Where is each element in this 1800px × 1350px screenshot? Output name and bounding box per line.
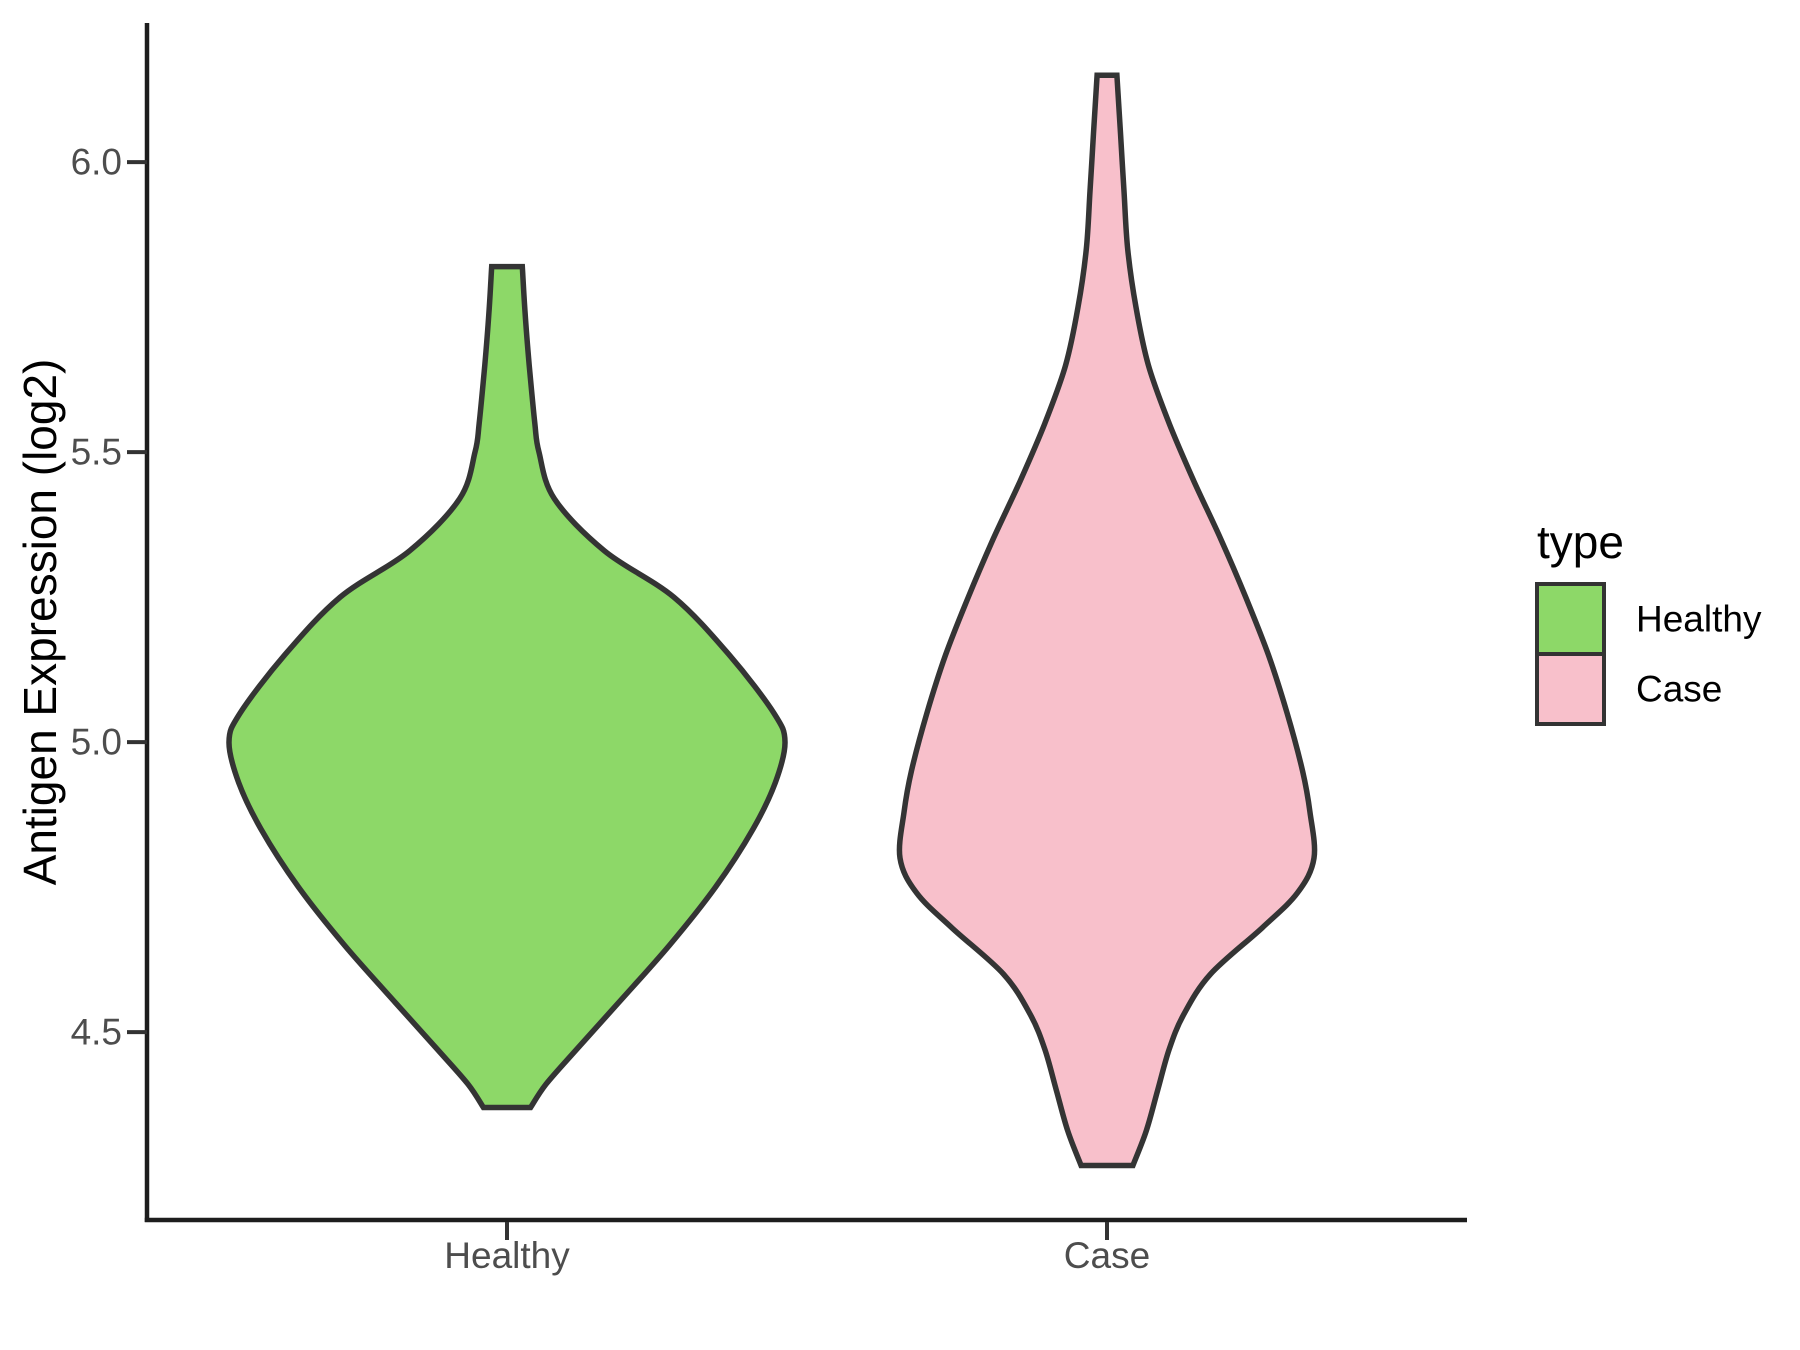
legend: type Healthy Case bbox=[1535, 516, 1762, 726]
y-axis-title: Antigen Expression (log2) bbox=[14, 359, 66, 886]
legend-key-case bbox=[1535, 652, 1606, 726]
y-tick-label: 4.5 bbox=[71, 1012, 122, 1053]
legend-label-case: Case bbox=[1636, 669, 1722, 710]
y-tick-label: 5.5 bbox=[71, 432, 122, 473]
legend-title: type bbox=[1537, 516, 1624, 568]
x-category-label-case: Case bbox=[1064, 1235, 1150, 1276]
violins-group bbox=[226, 72, 1318, 1169]
legend-key-healthy bbox=[1535, 582, 1606, 656]
x-ticks-group: Healthy Case bbox=[444, 1222, 1150, 1276]
y-ticks-group: 6.0 5.5 5.0 4.5 bbox=[71, 142, 147, 1053]
violin-healthy bbox=[226, 263, 788, 1111]
violin-case bbox=[896, 72, 1318, 1169]
legend-label-healthy: Healthy bbox=[1636, 599, 1762, 640]
x-category-label-healthy: Healthy bbox=[444, 1235, 570, 1276]
axes-group: 6.0 5.5 5.0 4.5 Healthy Case bbox=[71, 23, 1467, 1276]
y-tick-label: 5.0 bbox=[71, 722, 122, 763]
y-tick-label: 6.0 bbox=[71, 142, 122, 183]
